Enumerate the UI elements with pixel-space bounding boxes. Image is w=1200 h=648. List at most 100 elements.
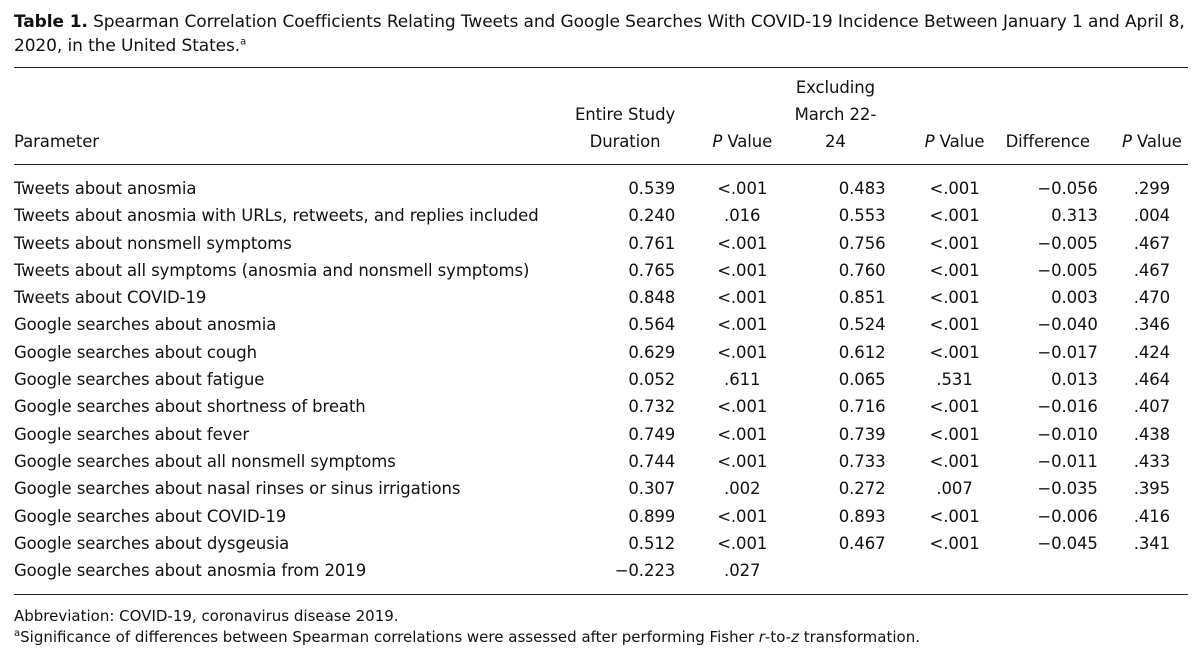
table-label: Table 1. [14, 12, 88, 32]
cell-p-value-3: .438 [1133, 424, 1171, 444]
cell-entire-duration: 0.052 [628, 370, 676, 390]
cell-entire-duration: 0.761 [628, 233, 676, 253]
cell-parameter: Google searches about dysgeusia [14, 533, 290, 553]
cell-excluding: 0.524 [838, 315, 886, 335]
cell-p-value-2: <.001 [929, 342, 980, 362]
cell-p-value-2: <.001 [929, 397, 980, 417]
header-p-value-3-text: P Value [1122, 132, 1182, 151]
cell-difference: −0.005 [1037, 260, 1098, 280]
table-row: Google searches about fever 0.749 <.001 0.7… [14, 421, 1188, 448]
cell-excluding: 0.739 [838, 424, 886, 444]
cell-p-value-1: .016 [724, 206, 761, 226]
significance-note-z: z [791, 628, 799, 647]
cell-parameter: Tweets about all symptoms (anosmia and n… [14, 260, 530, 280]
cell-p-value-3: .004 [1133, 206, 1171, 226]
table-row: Google searches about nasal rinses or si… [14, 475, 1188, 502]
header-entire-line2: Duration [589, 132, 661, 151]
cell-p-value-2: <.001 [929, 260, 980, 280]
significance-note-text-3: transformation. [798, 628, 920, 647]
header-p-value-2: P Value [912, 68, 998, 164]
correlation-table: Parameter Entire Study Duration P Value E… [14, 68, 1188, 164]
cell-excluding: 0.553 [838, 206, 886, 226]
cell-p-value-3: .299 [1133, 179, 1171, 198]
cell-parameter: Google searches about anosmia [14, 315, 277, 335]
table-row: Tweets about COVID-19 0.848 <.001 0.851 <.00… [14, 284, 1188, 311]
cell-parameter: Google searches about cough [14, 342, 257, 362]
cell-difference: 0.013 [1051, 370, 1098, 390]
cell-excluding: 0.065 [838, 370, 886, 390]
cell-p-value-1: .002 [724, 479, 761, 499]
cell-p-value-1: .027 [724, 561, 761, 581]
cell-parameter: Tweets about COVID-19 [14, 288, 207, 308]
table-row: Google searches about anosmia 0.564 <.001 0… [14, 311, 1188, 338]
cell-p-value-3: .395 [1133, 479, 1171, 499]
header-excluding-line2: March 22-24 [794, 105, 877, 151]
cell-entire-duration: −0.223 [614, 561, 676, 581]
cell-parameter: Google searches about all nonsmell sympt… [14, 451, 396, 471]
cell-difference: −0.017 [1037, 342, 1098, 362]
cell-p-value-1: <.001 [717, 288, 768, 308]
cell-entire-duration: 0.629 [628, 342, 676, 362]
cell-p-value-2 [912, 557, 998, 584]
cell-excluding: 0.272 [838, 479, 886, 499]
cell-p-value-1: .611 [724, 370, 761, 390]
cell-entire-duration: 0.240 [628, 206, 676, 226]
cell-parameter: Google searches about nasal rinses or si… [14, 479, 461, 499]
caption-footnote-marker: a [240, 36, 247, 48]
cell-p-value-3: .424 [1133, 342, 1171, 362]
cell-parameter: Google searches about fever [14, 424, 250, 444]
cell-difference: 0.003 [1051, 288, 1098, 308]
cell-p-value-1: <.001 [717, 342, 768, 362]
cell-excluding: 0.483 [838, 179, 886, 198]
cell-p-value-3: .407 [1133, 397, 1171, 417]
cell-difference: −0.040 [1037, 315, 1098, 335]
cell-difference: −0.006 [1037, 506, 1098, 526]
cell-entire-duration: 0.744 [628, 451, 676, 471]
body-top-gap [14, 165, 1188, 175]
cell-excluding: 0.760 [838, 260, 886, 280]
table-row: Tweets about anosmia with URLs, retweets… [14, 202, 1188, 229]
cell-difference: 0.313 [1051, 206, 1098, 226]
cell-entire-duration: 0.899 [628, 506, 676, 526]
top-rule [14, 67, 1188, 68]
cell-difference: −0.010 [1037, 424, 1098, 444]
cell-p-value-3: .341 [1133, 533, 1171, 553]
cell-p-value-1: <.001 [717, 451, 768, 471]
header-p-value-3: P Value [1116, 68, 1188, 164]
cell-p-value-3: .467 [1133, 233, 1171, 253]
cell-parameter: Tweets about nonsmell symptoms [14, 233, 292, 253]
cell-entire-duration: 0.539 [628, 179, 676, 198]
table-page: Table 1. Spearman Correlation Coefficien… [14, 10, 1188, 648]
cell-entire-duration: 0.732 [628, 397, 676, 417]
cell-p-value-2: <.001 [929, 206, 980, 226]
table-row: Tweets about all symptoms (anosmia and n… [14, 257, 1188, 284]
cell-p-value-1: <.001 [717, 179, 768, 198]
table-row: Tweets about anosmia 0.539 <.001 0.483 <.001… [14, 175, 1188, 202]
cell-p-value-2: .007 [936, 479, 973, 499]
header-excluding: Excluding March 22-24 [785, 68, 911, 164]
cell-difference: −0.016 [1037, 397, 1098, 417]
cell-parameter: Google searches about shortness of breat… [14, 397, 366, 417]
cell-p-value-1: <.001 [717, 233, 768, 253]
cell-excluding: 0.733 [838, 451, 886, 471]
cell-p-value-3: .346 [1133, 315, 1171, 335]
cell-difference: −0.005 [1037, 233, 1098, 253]
header-p-value-1-text: P Value [712, 132, 773, 151]
cell-parameter: Google searches about fatigue [14, 370, 265, 390]
cell-excluding: 0.716 [838, 397, 886, 417]
cell-p-value-2: <.001 [929, 179, 980, 198]
header-p-value-1: P Value [699, 68, 785, 164]
correlation-table-body: Tweets about anosmia 0.539 <.001 0.483 <.001… [14, 165, 1188, 594]
cell-p-value-2: <.001 [929, 233, 980, 253]
cell-p-value-1: <.001 [717, 533, 768, 553]
cell-entire-duration: 0.307 [628, 479, 676, 499]
header-entire-duration: Entire Study Duration [575, 68, 699, 164]
cell-excluding: 0.893 [838, 506, 886, 526]
significance-note-text-1: Significance of differences between Spea… [20, 628, 759, 647]
table-row: Google searches about cough 0.629 <.001 0.6… [14, 339, 1188, 366]
body-bottom-gap [14, 584, 1188, 594]
table-row: Google searches about anosmia from 2019 −… [14, 557, 1188, 584]
cell-difference: −0.045 [1037, 533, 1098, 553]
cell-entire-duration: 0.749 [628, 424, 676, 444]
table-row: Google searches about COVID-19 0.899 <.001… [14, 503, 1188, 530]
